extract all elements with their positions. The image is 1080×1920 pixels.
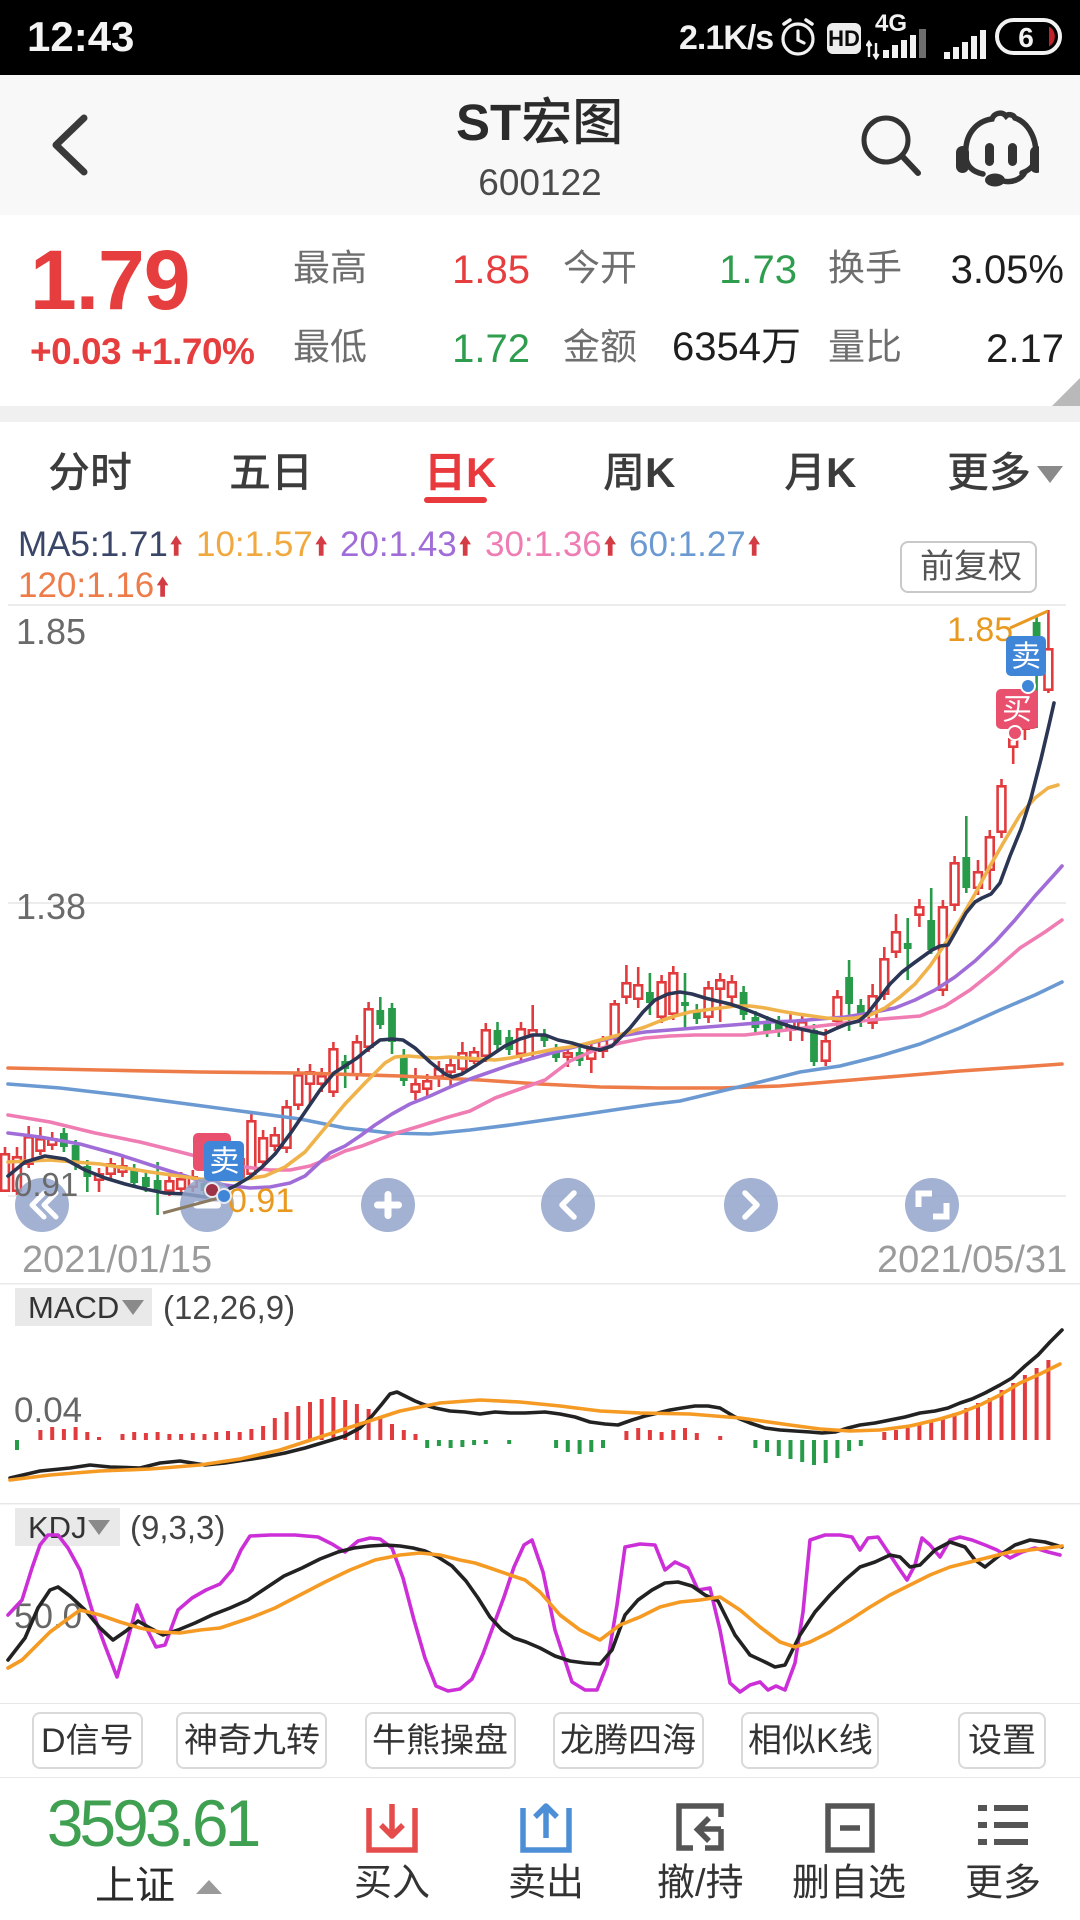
svg-text:10:1.57: 10:1.57: [196, 525, 313, 564]
svg-text:MA5:1.71: MA5:1.71: [18, 525, 168, 564]
svg-text:6: 6: [1018, 22, 1034, 53]
svg-text:0.91: 0.91: [228, 1182, 294, 1220]
svg-text:50.0: 50.0: [14, 1597, 82, 1636]
svg-text:2021/05/31: 2021/05/31: [877, 1239, 1067, 1281]
svg-text:K: K: [645, 449, 675, 496]
svg-text:K: K: [816, 1722, 839, 1760]
svg-text:(9,3,3): (9,3,3): [130, 1509, 225, 1546]
svg-text:(12,26,9): (12,26,9): [163, 1289, 295, 1326]
svg-text:20:1.43: 20:1.43: [340, 525, 457, 564]
svg-text:6354: 6354: [672, 325, 761, 369]
svg-text:30:1.36: 30:1.36: [485, 525, 602, 564]
svg-text:MACD: MACD: [28, 1290, 119, 1325]
svg-text:0.91: 0.91: [14, 1166, 78, 1203]
svg-text:120:1.16: 120:1.16: [18, 566, 154, 605]
svg-text:D: D: [41, 1722, 66, 1760]
svg-text:KDJ: KDJ: [28, 1510, 87, 1545]
svg-text:/: /: [695, 1862, 706, 1904]
svg-text:K: K: [466, 449, 496, 496]
svg-text:K: K: [826, 449, 856, 496]
svg-text:0.04: 0.04: [14, 1391, 82, 1430]
svg-text:2021/01/15: 2021/01/15: [22, 1239, 212, 1281]
svg-text:60:1.27: 60:1.27: [629, 525, 746, 564]
svg-text:1.85: 1.85: [947, 611, 1013, 649]
svg-text:1.38: 1.38: [16, 886, 86, 927]
svg-text:ST: ST: [456, 94, 521, 151]
svg-text:1.85: 1.85: [16, 611, 86, 652]
